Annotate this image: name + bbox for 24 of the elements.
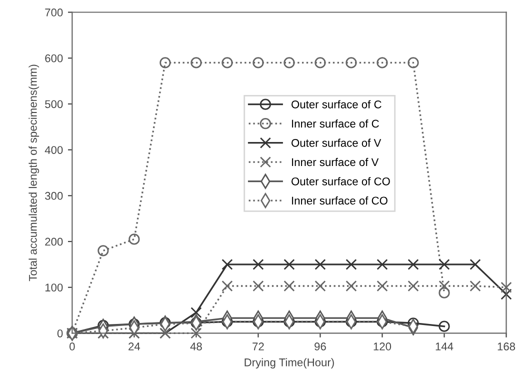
- x-tick-label: 0: [70, 342, 75, 350]
- legend-label: Outer surface of C: [292, 100, 382, 108]
- y-tick-label: 500: [45, 100, 63, 108]
- x-tick-label: 96: [314, 342, 326, 350]
- x-tick-label: 120: [374, 342, 392, 350]
- x-tick-label: 48: [190, 342, 202, 350]
- y-tick-label: 700: [45, 8, 63, 16]
- y-tick-label: 200: [45, 238, 63, 246]
- y-tick-label: 100: [45, 284, 63, 292]
- x-tick-label: 144: [436, 342, 454, 350]
- legend-label: Inner surface of CO: [292, 196, 388, 205]
- y-tick-label: 0: [57, 329, 63, 338]
- legend-label: Outer surface of V: [292, 138, 382, 147]
- x-tick-label: 168: [498, 342, 516, 350]
- y-tick-label: 600: [45, 54, 63, 62]
- y-tick-label: 400: [44, 146, 63, 154]
- x-tick-label: 24: [128, 342, 140, 350]
- legend-label: Inner surface of V: [292, 158, 379, 166]
- y-tick-label: 300: [45, 192, 63, 200]
- legend-label: Outer surface of CO: [292, 177, 390, 186]
- x-tick-label: 72: [252, 342, 264, 350]
- x-axis-title: Drying Time(Hour): [244, 358, 334, 369]
- y-axis-title: Total accumulated length of specimens(mm): [28, 64, 40, 282]
- legend-label: Inner surface of C: [292, 119, 379, 128]
